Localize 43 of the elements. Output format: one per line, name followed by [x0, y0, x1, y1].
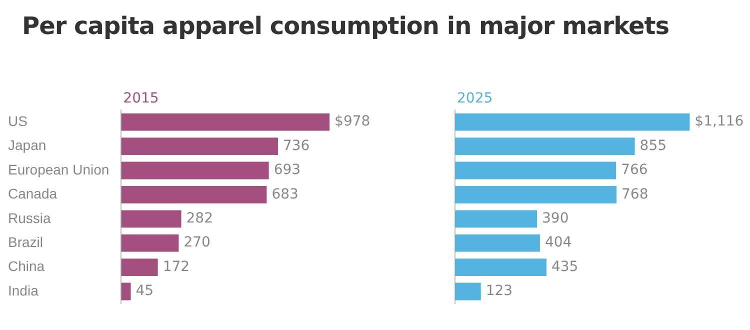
bar: [121, 186, 267, 204]
y-tick-label: European Union: [8, 161, 110, 178]
data-label: 768: [622, 186, 648, 202]
bar: [455, 186, 616, 204]
data-label: 390: [542, 210, 569, 227]
series-label: 2015: [123, 90, 159, 107]
bar: [121, 210, 182, 228]
data-label: $978: [334, 114, 370, 130]
y-tick-label: Russia: [8, 210, 52, 226]
data-label: 766: [621, 162, 648, 178]
data-label: 693: [274, 162, 301, 178]
bar: [121, 258, 158, 276]
bar: [121, 113, 330, 131]
data-label: 435: [551, 258, 578, 275]
y-tick-label: Japan: [8, 137, 46, 154]
data-label: $1,116: [694, 114, 744, 130]
y-tick-label: China: [8, 258, 45, 274]
data-label: 123: [486, 283, 513, 300]
bar: [455, 138, 635, 156]
bar: [121, 162, 269, 180]
bar: [455, 234, 540, 252]
bar: [121, 282, 131, 300]
bar: [455, 113, 690, 131]
data-label: 855: [640, 138, 667, 154]
y-tick-label: Canada: [8, 186, 58, 202]
bar: [455, 282, 481, 300]
y-tick-label: India: [8, 282, 39, 298]
data-label: 736: [282, 138, 310, 154]
data-label: 282: [186, 210, 213, 227]
data-label: 172: [162, 258, 190, 275]
data-label: 270: [184, 234, 210, 251]
y-tick-label: Brazil: [8, 234, 44, 250]
bar: [455, 162, 616, 180]
bar: [121, 234, 179, 252]
chart-title: Per capita apparel consumption in major markets: [22, 12, 670, 40]
y-tick-label: US: [8, 112, 28, 129]
data-label: 404: [544, 234, 572, 251]
series-label: 2025: [457, 90, 493, 107]
data-label: 683: [272, 186, 298, 202]
bar: [455, 258, 546, 276]
bar: [455, 210, 538, 228]
data-label: 45: [136, 283, 154, 300]
bar: [121, 138, 278, 156]
